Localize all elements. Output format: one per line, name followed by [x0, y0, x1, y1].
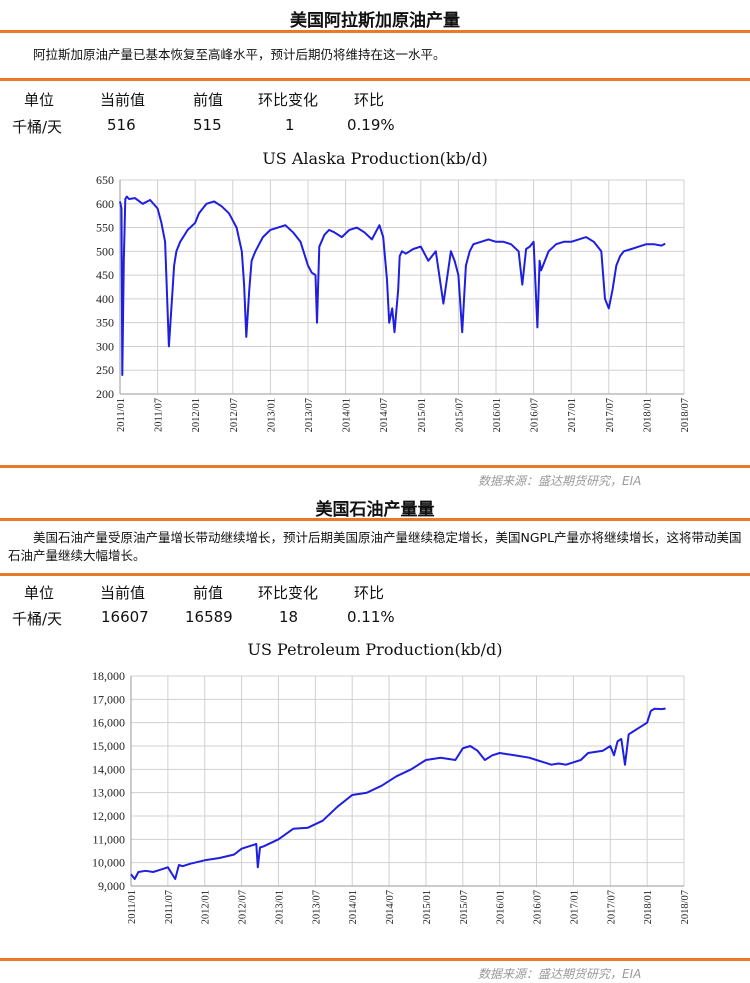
x-tick-label: 2014/01 — [342, 398, 353, 432]
section1-mid-rule — [0, 78, 750, 81]
x-tick-label: 2014/01 — [348, 890, 359, 924]
x-tick-label: 2018/01 — [643, 890, 654, 924]
stat-value-unit: 千桶/天 — [12, 118, 63, 136]
y-tick-label: 14,000 — [92, 762, 125, 776]
x-tick-label: 2013/07 — [304, 398, 315, 432]
x-tick-label: 2017/01 — [569, 890, 580, 924]
y-tick-label: 550 — [96, 221, 114, 235]
section2-description: 美国石油产量受原油产量增长带动继续增长，预计后期美国原油产量继续稳定增长，美国N… — [8, 530, 742, 563]
stat-header-previous: 前值 — [193, 584, 224, 602]
x-tick-label: 2015/07 — [454, 398, 465, 432]
y-tick-label: 16,000 — [92, 716, 125, 730]
x-tick-label: 2011/01 — [116, 398, 127, 432]
x-tick-label: 2013/01 — [266, 398, 277, 432]
series-line — [130, 707, 666, 880]
x-tick-label: 2018/07 — [680, 890, 691, 924]
stat-value-previous: 16589 — [185, 608, 233, 626]
section2-title: 美国石油产量量 — [315, 500, 435, 520]
chart2-title: US Petroleum Production(kb/d) — [247, 640, 503, 659]
x-tick-label: 2016/01 — [492, 398, 503, 432]
y-tick-label: 15,000 — [92, 739, 125, 753]
stat-value-pct: 0.19% — [347, 116, 395, 134]
y-tick-label: 9,000 — [98, 879, 125, 893]
x-tick-label: 2012/07 — [238, 890, 249, 924]
x-tick-label: 2017/07 — [605, 398, 616, 432]
stat-header-pct: 环比 — [354, 584, 385, 602]
x-tick-label: 2016/07 — [530, 398, 541, 432]
y-tick-label: 600 — [96, 197, 114, 211]
stat-value-current: 16607 — [101, 608, 149, 626]
stat-value-pct: 0.11% — [347, 608, 395, 626]
x-tick-label: 2016/01 — [496, 890, 507, 924]
x-tick-label: 2011/07 — [164, 890, 175, 924]
x-tick-label: 2013/01 — [274, 890, 285, 924]
stat-header-current: 当前值 — [100, 91, 146, 109]
x-tick-label: 2013/07 — [311, 890, 322, 924]
x-tick-label: 2012/07 — [229, 398, 240, 432]
stat-header-pct: 环比 — [354, 91, 385, 109]
stat-value-current: 516 — [107, 116, 136, 134]
chart1-alaska-production: 2011/01 2011/07 2012/01 2012/07 2013/01 2013/… — [96, 173, 691, 432]
x-tick-label: 2015/01 — [422, 890, 433, 924]
y-tick-label: 350 — [96, 316, 114, 330]
stat-header-change: 环比变化 — [258, 584, 319, 602]
section1-source: 数据来源：盛达期货研究，EIA — [478, 474, 642, 488]
y-tick-label: 12,000 — [92, 809, 125, 823]
stat-header-unit: 单位 — [24, 584, 55, 602]
stat-value-change: 18 — [279, 608, 299, 626]
x-tick-label: 2016/07 — [533, 890, 544, 924]
x-tick-label: 2011/07 — [154, 398, 165, 432]
section2-top-rule — [0, 518, 750, 521]
y-tick-label: 250 — [96, 363, 114, 377]
section1-title: 美国阿拉斯加原油产量 — [290, 11, 460, 31]
stat-header-previous: 前值 — [193, 91, 224, 109]
x-tick-label: 2012/01 — [201, 890, 212, 924]
y-tick-label: 400 — [96, 292, 114, 306]
stat-header-current: 当前值 — [100, 584, 146, 602]
stat-value-unit: 千桶/天 — [12, 610, 63, 628]
x-tick-label: 2017/07 — [606, 890, 617, 924]
section2-bottom-rule — [0, 958, 750, 961]
y-tick-label: 18,000 — [92, 669, 125, 683]
y-tick-label: 650 — [96, 173, 114, 187]
x-tick-label: 2015/07 — [459, 890, 470, 924]
section1-bottom-rule — [0, 465, 750, 468]
x-tick-label: 2015/01 — [417, 398, 428, 432]
y-tick-label: 200 — [96, 387, 114, 401]
x-tick-label: 2014/07 — [385, 890, 396, 924]
y-tick-label: 300 — [96, 339, 114, 353]
chart1-title: US Alaska Production(kb/d) — [262, 149, 488, 168]
x-tick-label: 2018/01 — [642, 398, 653, 432]
y-tick-label: 450 — [96, 268, 114, 282]
y-tick-label: 10,000 — [92, 856, 125, 870]
section1-description: 阿拉斯加原油产量已基本恢复至高峰水平，预计后期仍将维持在这一水平。 — [33, 47, 446, 62]
x-tick-label: 2017/01 — [567, 398, 578, 432]
y-tick-label: 11,000 — [92, 832, 125, 846]
y-tick-label: 13,000 — [92, 786, 125, 800]
section2-mid-rule — [0, 573, 750, 576]
chart2-petroleum-production: 2011/01 2011/07 2012/01 2012/07 2013/01 2013/… — [92, 669, 691, 924]
stat-value-previous: 515 — [193, 116, 222, 134]
y-tick-label: 500 — [96, 244, 114, 258]
x-tick-label: 2012/01 — [191, 398, 202, 432]
stat-header-unit: 单位 — [24, 91, 55, 109]
x-tick-label: 2018/07 — [680, 398, 691, 432]
stat-header-change: 环比变化 — [258, 91, 319, 109]
x-tick-label: 2011/01 — [127, 890, 138, 924]
stat-value-change: 1 — [285, 116, 295, 134]
section1-top-rule — [0, 30, 750, 33]
section2-source: 数据来源：盛达期货研究，EIA — [478, 967, 642, 981]
x-tick-label: 2014/07 — [379, 398, 390, 432]
y-tick-label: 17,000 — [92, 692, 125, 706]
series-line — [119, 195, 666, 376]
